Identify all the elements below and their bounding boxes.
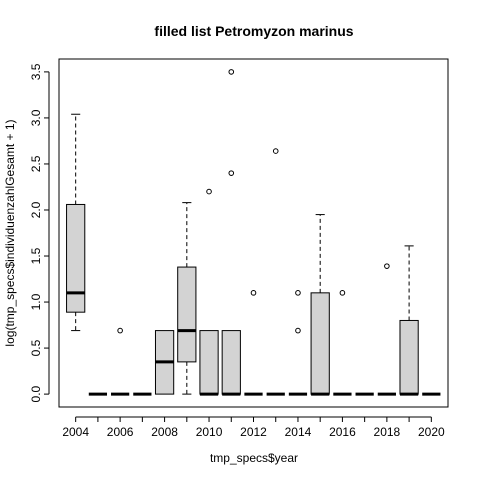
y-tick-label: 1.0 bbox=[29, 293, 43, 310]
chart-title: filled list Petromyzon marinus bbox=[154, 23, 353, 39]
x-tick-label: 2008 bbox=[151, 425, 178, 439]
outlier-point bbox=[228, 170, 235, 176]
x-tick-label: 2004 bbox=[62, 425, 89, 439]
outlier-point bbox=[228, 69, 235, 75]
outlier-point bbox=[339, 290, 346, 296]
y-tick-label: 2.0 bbox=[29, 201, 43, 218]
y-tick-label: 3.0 bbox=[29, 109, 43, 126]
box-2019 bbox=[399, 319, 419, 395]
x-tick-label: 2020 bbox=[418, 425, 445, 439]
outlier-point bbox=[272, 148, 279, 154]
y-tick-label: 1.5 bbox=[29, 247, 43, 264]
outlier-point bbox=[295, 290, 301, 296]
outlier-point bbox=[250, 290, 257, 296]
x-tick-label: 2010 bbox=[196, 425, 223, 439]
box-2004 bbox=[66, 203, 86, 313]
plot-frame bbox=[58, 58, 449, 408]
chart-marks: 0.0 0.5 1.0 1.5 2.0 2.5 3.0 3.5 2004 2006 2008 2010… bbox=[29, 63, 445, 439]
x-tick-label: 2006 bbox=[107, 425, 134, 439]
y-axis-label: log(tmp_specs$individuenzahlGesamt + 1) bbox=[3, 119, 17, 346]
box-2009 bbox=[177, 266, 197, 363]
x-tick-label: 2016 bbox=[329, 425, 356, 439]
outlier-point bbox=[295, 327, 301, 334]
y-tick-label: 2.5 bbox=[29, 155, 43, 172]
outlier-point bbox=[117, 327, 123, 334]
box-2015 bbox=[310, 292, 330, 395]
y-tick-label: 0.5 bbox=[29, 339, 43, 356]
outlier-point bbox=[384, 263, 390, 269]
y-tick-label: 3.5 bbox=[29, 63, 43, 80]
x-axis-label: tmp_specs$year bbox=[210, 451, 298, 465]
x-tick-label: 2014 bbox=[285, 425, 312, 439]
box-2010 bbox=[199, 330, 219, 395]
outlier-point bbox=[206, 188, 212, 195]
x-tick-label: 2012 bbox=[240, 425, 267, 439]
box-2011 bbox=[221, 330, 241, 395]
x-tick-label: 2018 bbox=[374, 425, 401, 439]
y-tick-label: 0.0 bbox=[29, 385, 43, 402]
